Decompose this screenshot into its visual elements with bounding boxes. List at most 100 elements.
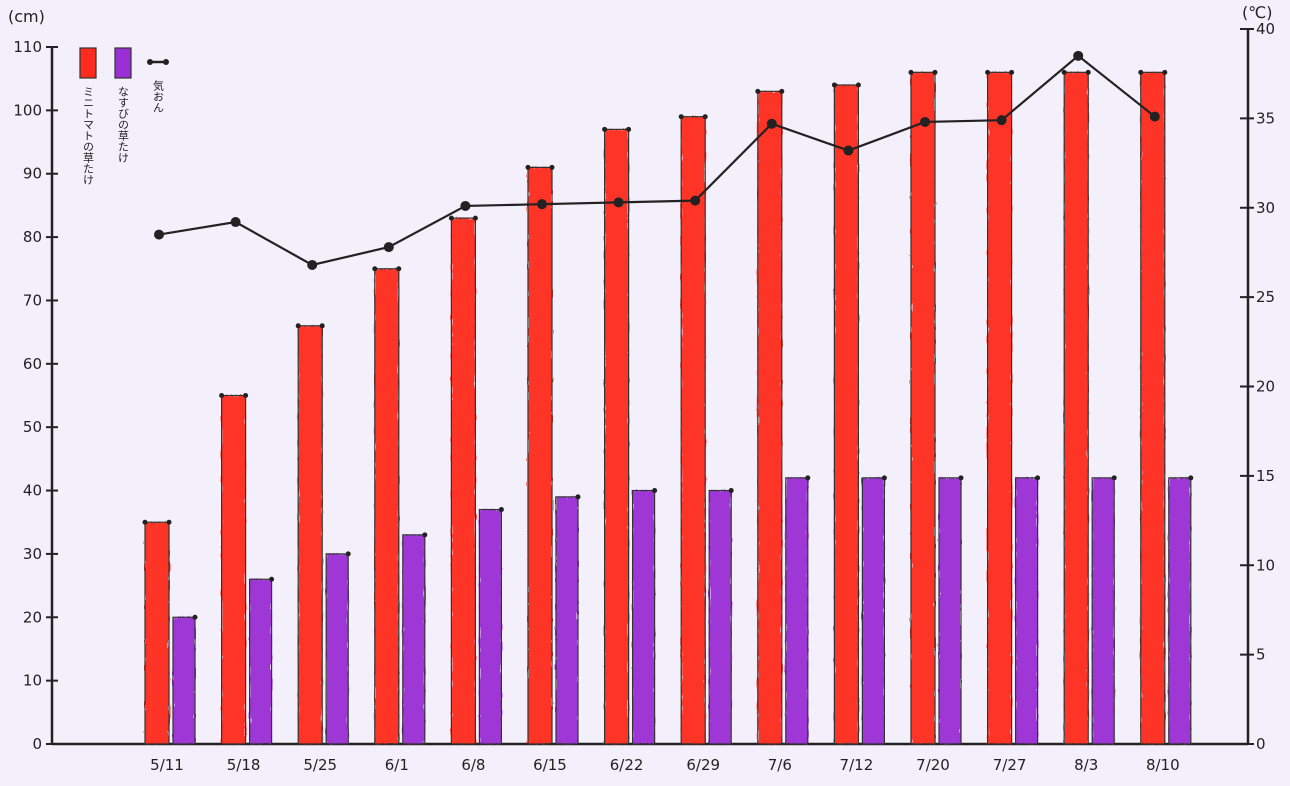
tomato-bar-corner-dot bbox=[319, 323, 325, 329]
tomato-bar bbox=[528, 167, 552, 744]
tomato-bar bbox=[374, 268, 399, 744]
temperature-point bbox=[920, 116, 930, 127]
x-tick-label: 8/3 bbox=[1074, 756, 1098, 774]
tomato-bar-outline bbox=[144, 521, 170, 745]
tomato-bar-outline bbox=[680, 116, 706, 745]
tomato-bar-corner-dot bbox=[1162, 69, 1168, 75]
eggplant-bar bbox=[862, 477, 885, 744]
tomato-bar bbox=[1064, 72, 1089, 744]
tomato-bar bbox=[298, 325, 323, 744]
temperature-point bbox=[843, 145, 854, 156]
tomato-bar-corner-dot bbox=[142, 519, 148, 525]
left-tick-label: 50 bbox=[23, 418, 42, 436]
tomato-bar-corner-dot bbox=[243, 393, 249, 398]
left-tick-label: 20 bbox=[23, 608, 42, 626]
right-tick-label: 20 bbox=[1256, 378, 1275, 396]
tomato-bar-corner-dot bbox=[472, 215, 478, 221]
right-tick-label: 25 bbox=[1256, 288, 1275, 306]
eggplant-bar bbox=[939, 477, 961, 744]
eggplant-bar-corner-dot bbox=[422, 532, 428, 538]
tomato-bar-corner-dot bbox=[985, 69, 991, 75]
tomato-bar-outline bbox=[374, 268, 400, 745]
temperature-point bbox=[460, 200, 471, 211]
tomato-bar-outline bbox=[1140, 71, 1166, 745]
eggplant-bar bbox=[1015, 477, 1038, 744]
eggplant-bar bbox=[556, 496, 578, 744]
tomato-bar bbox=[145, 522, 169, 744]
x-tick-label: 6/15 bbox=[533, 756, 567, 774]
temperature-point bbox=[537, 199, 547, 210]
tomato-bar-corner-dot bbox=[908, 69, 914, 75]
tomato-bar-corner-dot bbox=[166, 519, 172, 525]
tomato-bar-corner-dot bbox=[626, 126, 632, 132]
eggplant-bar-outline bbox=[708, 489, 732, 745]
eggplant-bar-corner-dot bbox=[1111, 475, 1117, 481]
temperature-line-path bbox=[158, 54, 1156, 267]
left-axis-unit: (cm) bbox=[8, 7, 45, 26]
x-tick-label: 6/8 bbox=[461, 756, 485, 774]
legend-swatch-tomato bbox=[79, 47, 97, 79]
tomato-bar-corner-dot bbox=[549, 164, 555, 170]
right-tick-label: 5 bbox=[1256, 646, 1266, 664]
tomato-bar-corner-dot bbox=[448, 215, 454, 221]
eggplant-bar-corner-dot bbox=[958, 475, 964, 481]
tomato-bar-corner-dot bbox=[396, 266, 402, 272]
x-tick-label: 7/27 bbox=[993, 756, 1027, 774]
eggplant-bar-outline bbox=[325, 553, 349, 745]
tomato-bar-outline bbox=[1063, 71, 1089, 745]
right-tick-label: 40 bbox=[1256, 20, 1275, 38]
temperature-point bbox=[307, 259, 318, 270]
x-tick-label: 7/20 bbox=[916, 756, 950, 774]
x-tick-label: 7/6 bbox=[768, 756, 792, 774]
eggplant-bar bbox=[249, 579, 272, 744]
right-tick-label: 15 bbox=[1256, 467, 1275, 485]
tomato-bar-corner-dot bbox=[1138, 69, 1144, 75]
bars bbox=[142, 69, 1194, 745]
eggplant-bar-outline bbox=[249, 578, 273, 745]
eggplant-bar bbox=[709, 490, 732, 744]
legend-label-eggplant: なすびの草たけ bbox=[117, 86, 130, 163]
eggplant-bar-corner-dot bbox=[652, 488, 658, 494]
tomato-bar-outline bbox=[221, 394, 247, 745]
tomato-bar-outline bbox=[297, 325, 323, 745]
tomato-bar bbox=[757, 91, 782, 744]
tomato-bar-corner-dot bbox=[219, 393, 225, 398]
tomato-bar bbox=[1140, 72, 1165, 744]
tomato-bar-corner-dot bbox=[855, 82, 861, 88]
x-tick-label: 6/29 bbox=[686, 756, 720, 774]
eggplant-bar-corner-dot bbox=[498, 507, 504, 513]
eggplant-bar bbox=[785, 477, 808, 744]
tomato-bar bbox=[987, 72, 1012, 744]
tomato-bar-corner-dot bbox=[779, 88, 785, 94]
eggplant-bar bbox=[402, 534, 425, 744]
eggplant-bar-corner-dot bbox=[1035, 475, 1041, 481]
eggplant-bar-corner-dot bbox=[805, 475, 811, 481]
tomato-bar-corner-dot bbox=[702, 114, 708, 120]
tomato-bar-outline bbox=[603, 128, 630, 745]
left-tick-label: 10 bbox=[23, 672, 42, 690]
eggplant-bar-corner-dot bbox=[575, 494, 581, 500]
eggplant-bar-outline bbox=[631, 489, 656, 745]
tomato-bar-corner-dot bbox=[932, 69, 938, 75]
right-axis-unit: (℃) bbox=[1242, 3, 1272, 22]
eggplant-bar-outline bbox=[402, 534, 426, 745]
left-tick-label: 100 bbox=[13, 101, 42, 119]
right-tick-label: 0 bbox=[1256, 735, 1266, 753]
left-tick-label: 0 bbox=[32, 735, 42, 753]
eggplant-bar-outline bbox=[555, 496, 579, 745]
eggplant-bar-corner-dot bbox=[269, 576, 275, 582]
left-tick-label: 70 bbox=[23, 291, 42, 309]
temperature-point bbox=[766, 118, 777, 129]
x-tick-label: 6/1 bbox=[385, 756, 409, 774]
eggplant-bar-outline bbox=[1091, 477, 1115, 745]
eggplant-bar bbox=[479, 509, 502, 744]
tomato-bar bbox=[911, 72, 935, 744]
tomato-bar bbox=[834, 85, 859, 744]
eggplant-bar-outline bbox=[861, 477, 886, 745]
eggplant-bar bbox=[1092, 477, 1115, 744]
eggplant-bar-corner-dot bbox=[881, 475, 887, 481]
x-tick-label: 5/25 bbox=[303, 756, 337, 774]
right-tick-label: 10 bbox=[1256, 556, 1275, 574]
right-tick-label: 35 bbox=[1256, 109, 1275, 127]
